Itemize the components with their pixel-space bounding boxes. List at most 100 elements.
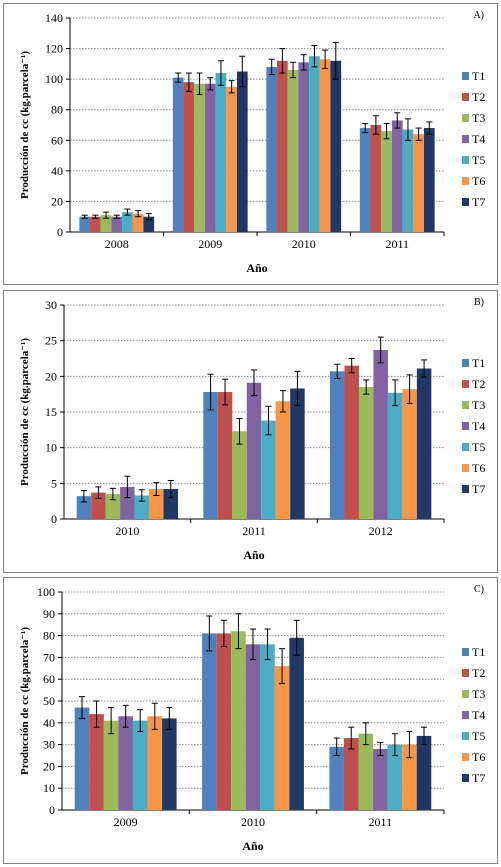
bar-t6-2011 bbox=[402, 744, 417, 810]
x-tick-label: 2011 bbox=[369, 815, 393, 829]
bar-t4-2008 bbox=[111, 216, 123, 232]
legend-label-t7: T7 bbox=[472, 482, 485, 496]
bar-t6-2008 bbox=[132, 213, 144, 232]
y-tick-label: 15 bbox=[45, 405, 57, 419]
y-tick-label: 100 bbox=[45, 72, 63, 86]
x-tick-label: 2009 bbox=[114, 815, 138, 829]
x-tick-label: 2011 bbox=[385, 237, 409, 251]
chart-panel-c: 0 10 20 30 40 50 60 70 80 90 100 2009 2010 2011 Año Pro… bbox=[3, 577, 498, 864]
legend-swatch-t1 bbox=[462, 359, 469, 367]
legend-label-t7: T7 bbox=[472, 771, 485, 785]
bar-t2-2009 bbox=[89, 714, 104, 810]
chart-c: 0 10 20 30 40 50 60 70 80 90 100 2009 2010 2011 Año Pro… bbox=[19, 584, 485, 853]
legend-label-t5: T5 bbox=[472, 153, 485, 167]
legend-label-t4: T4 bbox=[472, 132, 485, 146]
y-tick-label: 0 bbox=[51, 512, 57, 526]
y-tick-label: 5 bbox=[51, 476, 57, 490]
bar-t1-2010 bbox=[76, 496, 92, 519]
legend-swatch-t3 bbox=[462, 114, 469, 122]
legend-swatch-t7 bbox=[462, 485, 469, 493]
legend-label-t5: T5 bbox=[472, 440, 485, 454]
bar-t7-2010 bbox=[163, 489, 178, 519]
legend-label-t6: T6 bbox=[472, 461, 485, 475]
legend-label-t4: T4 bbox=[472, 419, 485, 433]
bar-t7-2008 bbox=[143, 216, 155, 232]
bar-t5-2012 bbox=[387, 392, 403, 519]
legend-swatch-t2 bbox=[462, 380, 469, 388]
y-tick-label: 100 bbox=[37, 585, 55, 599]
legend-swatch-t3 bbox=[462, 401, 469, 409]
y-tick-label: 40 bbox=[51, 164, 63, 178]
bar-t3-2009 bbox=[194, 83, 205, 232]
legend-label-t2: T2 bbox=[472, 666, 485, 680]
y-tick-label: 90 bbox=[43, 607, 55, 621]
bar-t7-2010 bbox=[330, 60, 342, 232]
y-tick-label: 40 bbox=[43, 716, 55, 730]
legend-label-t3: T3 bbox=[472, 687, 485, 701]
bar-t5-2010 bbox=[260, 644, 275, 810]
legend-label-t2: T2 bbox=[472, 90, 485, 104]
bar-t5-2011 bbox=[402, 129, 414, 232]
bar-t1-2009 bbox=[172, 77, 184, 232]
bar-t5-2011 bbox=[261, 420, 276, 519]
bar-t4-2011 bbox=[391, 120, 403, 232]
panel-label: C) bbox=[474, 584, 484, 595]
legend-label-t3: T3 bbox=[472, 111, 485, 125]
legend-swatch-t4 bbox=[462, 422, 469, 430]
bar-t6-2009 bbox=[226, 86, 237, 233]
bar-t2-2012 bbox=[344, 365, 359, 519]
y-axis-label: Producción de cc (kg.parcela⁻¹) bbox=[19, 338, 31, 486]
legend-label-t3: T3 bbox=[472, 398, 485, 412]
x-tick-label: 2011 bbox=[242, 524, 266, 538]
y-tick-label: 0 bbox=[57, 225, 63, 239]
bar-t5-2010 bbox=[309, 56, 320, 232]
legend-swatch-t4 bbox=[462, 135, 469, 143]
bar-t3-2011 bbox=[232, 431, 247, 519]
legend-label-t1: T1 bbox=[472, 645, 485, 659]
legend-swatch-t2 bbox=[462, 669, 469, 677]
y-tick-label: 60 bbox=[51, 133, 63, 147]
y-tick-label: 30 bbox=[43, 738, 55, 752]
bar-t1-2012 bbox=[330, 371, 345, 519]
bar-t7-2010 bbox=[289, 637, 304, 810]
y-tick-label: 70 bbox=[43, 650, 55, 664]
legend-swatch-t2 bbox=[462, 93, 469, 101]
legend-swatch-t3 bbox=[462, 690, 469, 698]
bar-t4-2011 bbox=[373, 748, 388, 810]
y-tick-label: 0 bbox=[49, 803, 55, 817]
x-tick-label: 2009 bbox=[198, 237, 222, 251]
bar-t7-2009 bbox=[162, 718, 177, 810]
legend-swatch-t6 bbox=[462, 753, 469, 761]
x-axis-label: Año bbox=[246, 261, 267, 275]
legend-swatch-t5 bbox=[462, 156, 469, 164]
bar-t5-2008 bbox=[122, 212, 133, 232]
x-tick-label: 2010 bbox=[115, 524, 139, 538]
x-tick-label: 2010 bbox=[241, 815, 265, 829]
bar-t2-2010 bbox=[91, 492, 106, 519]
legend-label-t4: T4 bbox=[472, 708, 485, 722]
y-axis-label: Producción de cc (kg.parcela⁻¹) bbox=[19, 627, 31, 775]
bar-t1-2011 bbox=[203, 392, 218, 519]
y-tick-label: 60 bbox=[43, 672, 55, 686]
legend-label-t2: T2 bbox=[472, 377, 485, 391]
bar-t2-2011 bbox=[343, 738, 359, 810]
panel-label: B) bbox=[474, 297, 484, 308]
chart-b: 0 5 10 15 20 25 30 2010 2011 2012 Año Producción de… bbox=[19, 297, 485, 562]
bar-t2-2011 bbox=[217, 392, 233, 519]
bar-t1-2010 bbox=[202, 633, 217, 810]
legend-swatch-t7 bbox=[462, 774, 469, 782]
bar-t1-2011 bbox=[359, 128, 371, 232]
bar-t6-2011 bbox=[275, 401, 291, 519]
x-tick-label: 2008 bbox=[105, 237, 129, 251]
chart-panel-b: 0 5 10 15 20 25 30 2010 2011 2012 Año Producción de… bbox=[3, 290, 498, 573]
y-tick-label: 10 bbox=[45, 441, 57, 455]
legend-swatch-t7 bbox=[462, 198, 469, 206]
bar-t3-2008 bbox=[100, 215, 112, 232]
legend-label-t1: T1 bbox=[472, 69, 485, 83]
bar-t3-2009 bbox=[103, 720, 119, 810]
y-tick-label: 80 bbox=[51, 103, 63, 117]
legend-swatch-t4 bbox=[462, 711, 469, 719]
bar-t2-2010 bbox=[216, 633, 232, 810]
y-tick-label: 140 bbox=[45, 11, 63, 25]
bar-t5-2009 bbox=[215, 73, 227, 233]
